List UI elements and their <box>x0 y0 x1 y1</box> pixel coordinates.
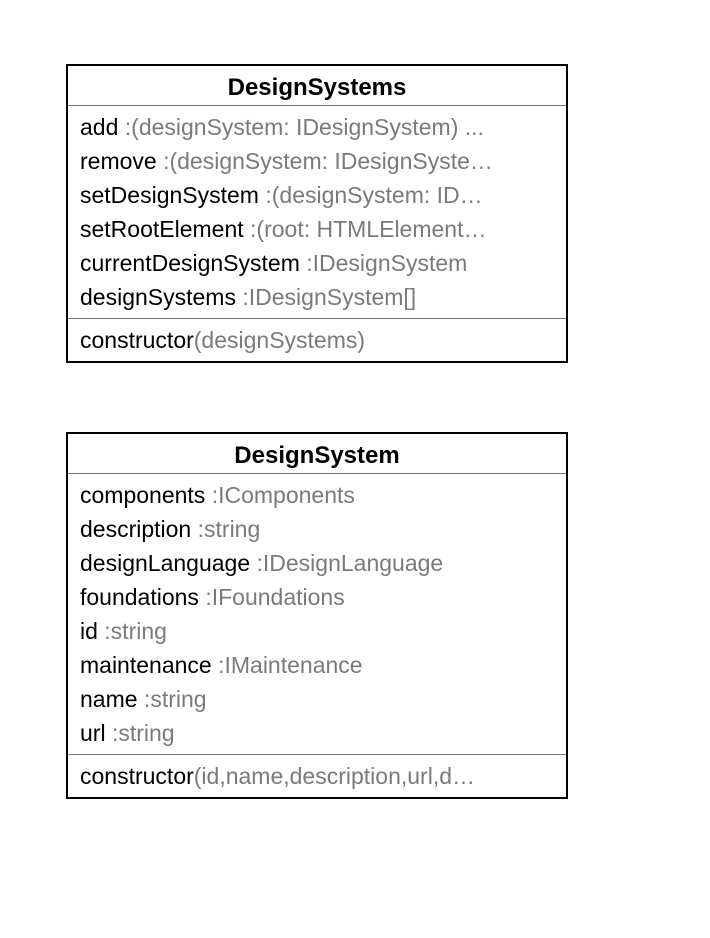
attribute-name: name <box>80 686 138 712</box>
attributes-section: add :(designSystem: IDesignSystem) ... r… <box>68 106 566 319</box>
method-row: constructor(designSystems) <box>80 323 554 357</box>
attribute-type: :IComponents <box>205 482 355 508</box>
attribute-row: components :IComponents <box>80 478 554 512</box>
attribute-name: url <box>80 720 106 746</box>
attribute-name: foundations <box>80 584 199 610</box>
attribute-row: designSystems :IDesignSystem[] <box>80 280 554 314</box>
attribute-type: :IFoundations <box>198 584 345 610</box>
attribute-row: description :string <box>80 512 554 546</box>
class-box-designsystems: DesignSystems add :(designSystem: IDesig… <box>66 64 568 363</box>
attributes-section: components :IComponents description :str… <box>68 474 566 755</box>
attribute-row: designLanguage :IDesignLanguage <box>80 546 554 580</box>
attribute-type: :string <box>137 686 207 712</box>
attribute-name: id <box>80 618 98 644</box>
attribute-type: :string <box>105 720 175 746</box>
method-row: constructor(id,name,description,url,d… <box>80 759 554 793</box>
attribute-type: :string <box>191 516 261 542</box>
attribute-type: :IMaintenance <box>211 652 363 678</box>
attribute-row: foundations :IFoundations <box>80 580 554 614</box>
class-title: DesignSystems <box>68 66 566 106</box>
method-params: (designSystems) <box>193 327 366 353</box>
attribute-row: currentDesignSystem :IDesignSystem <box>80 246 554 280</box>
attribute-name: setDesignSystem <box>80 182 259 208</box>
attribute-type: :(designSystem: ID… <box>258 182 483 208</box>
class-box-designsystem: DesignSystem components :IComponents des… <box>66 432 568 799</box>
attribute-type: :(designSystem: IDesignSystem) ... <box>118 114 484 140</box>
attribute-name: currentDesignSystem <box>80 250 300 276</box>
methods-section: constructor(designSystems) <box>68 319 566 361</box>
attribute-type: :(root: HTMLElement… <box>243 216 487 242</box>
attribute-row: name :string <box>80 682 554 716</box>
attribute-row: maintenance :IMaintenance <box>80 648 554 682</box>
attribute-name: add <box>80 114 119 140</box>
attribute-type: :IDesignLanguage <box>250 550 444 576</box>
method-name: constructor <box>80 763 194 789</box>
method-name: constructor <box>80 327 194 353</box>
attribute-name: remove <box>80 148 157 174</box>
attribute-type: :IDesignSystem <box>299 250 468 276</box>
attribute-name: maintenance <box>80 652 212 678</box>
attribute-name: designSystems <box>80 284 236 310</box>
attribute-row: id :string <box>80 614 554 648</box>
attribute-row: add :(designSystem: IDesignSystem) ... <box>80 110 554 144</box>
attribute-row: setDesignSystem :(designSystem: ID… <box>80 178 554 212</box>
attribute-name: components <box>80 482 206 508</box>
attribute-type: :IDesignSystem[] <box>235 284 417 310</box>
attribute-name: setRootElement <box>80 216 244 242</box>
attribute-name: description <box>80 516 192 542</box>
methods-section: constructor(id,name,description,url,d… <box>68 755 566 797</box>
attribute-type: :(designSystem: IDesignSyste… <box>156 148 493 174</box>
attribute-row: url :string <box>80 716 554 750</box>
attribute-row: remove :(designSystem: IDesignSyste… <box>80 144 554 178</box>
class-title: DesignSystem <box>68 434 566 474</box>
attribute-row: setRootElement :(root: HTMLElement… <box>80 212 554 246</box>
attribute-type: :string <box>97 618 167 644</box>
method-params: (id,name,description,url,d… <box>193 763 475 789</box>
attribute-name: designLanguage <box>80 550 251 576</box>
